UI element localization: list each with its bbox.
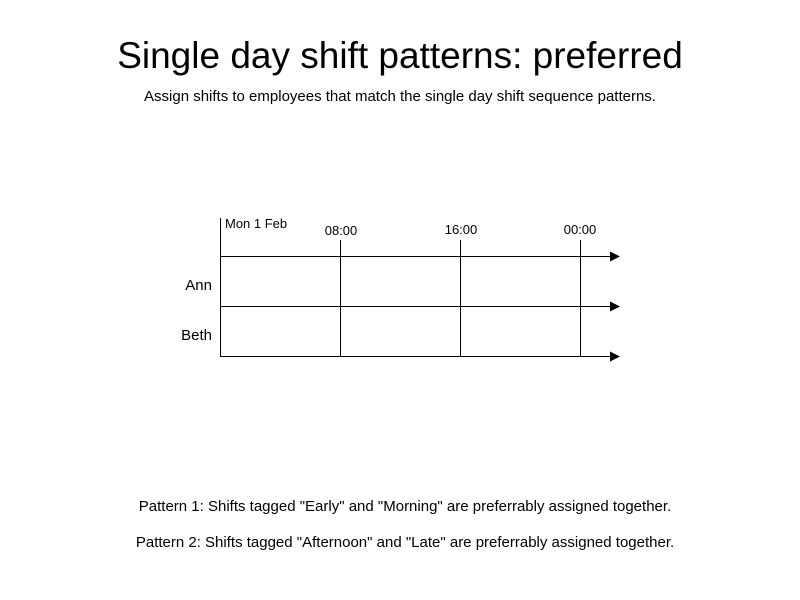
date-label: Mon 1 Feb	[225, 216, 287, 231]
time-label-0800: 08:00	[325, 223, 358, 238]
pattern-1-text: Pattern 1: Shifts tagged "Early" and "Mo…	[138, 498, 672, 515]
time-label-1600: 16:00	[445, 222, 478, 237]
time-label-0000: 00:00	[564, 222, 597, 237]
pattern-2-text: Pattern 2: Shifts tagged "Afternoon" and…	[135, 534, 675, 551]
page-subtitle: Assign shifts to employees that match th…	[144, 88, 656, 105]
employee-label-beth: Beth	[181, 327, 212, 344]
page-title: Single day shift patterns: preferred	[117, 35, 683, 76]
employee-label-ann: Ann	[185, 277, 212, 294]
